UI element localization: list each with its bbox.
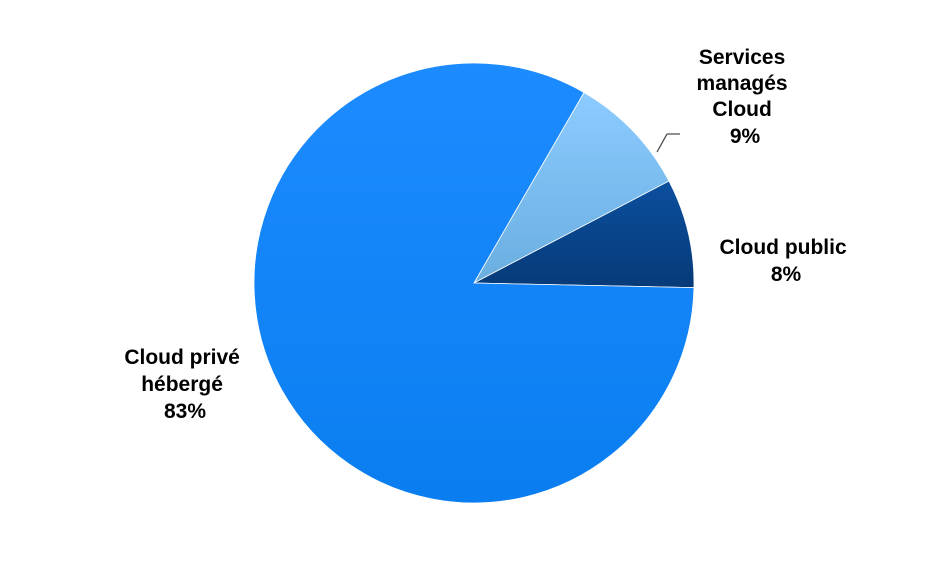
pie-slice-services-managés-cloud bbox=[472, 91, 670, 284]
pie-slice-cloud-public bbox=[473, 180, 695, 289]
labels-layer: Services managés Cloud 9% Cloud public 8… bbox=[124, 46, 853, 423]
pie-slice-cloud-privé-hébergé bbox=[253, 62, 695, 504]
slices-layer bbox=[253, 62, 695, 504]
leader-line bbox=[656, 133, 668, 153]
slice-label-services-manages: Services managés Cloud 9% bbox=[697, 46, 794, 148]
slice-label-cloud-prive-heberge: Cloud privé hébergé 83% bbox=[124, 346, 245, 423]
slice-label-cloud-public: Cloud public 8% bbox=[720, 236, 853, 286]
